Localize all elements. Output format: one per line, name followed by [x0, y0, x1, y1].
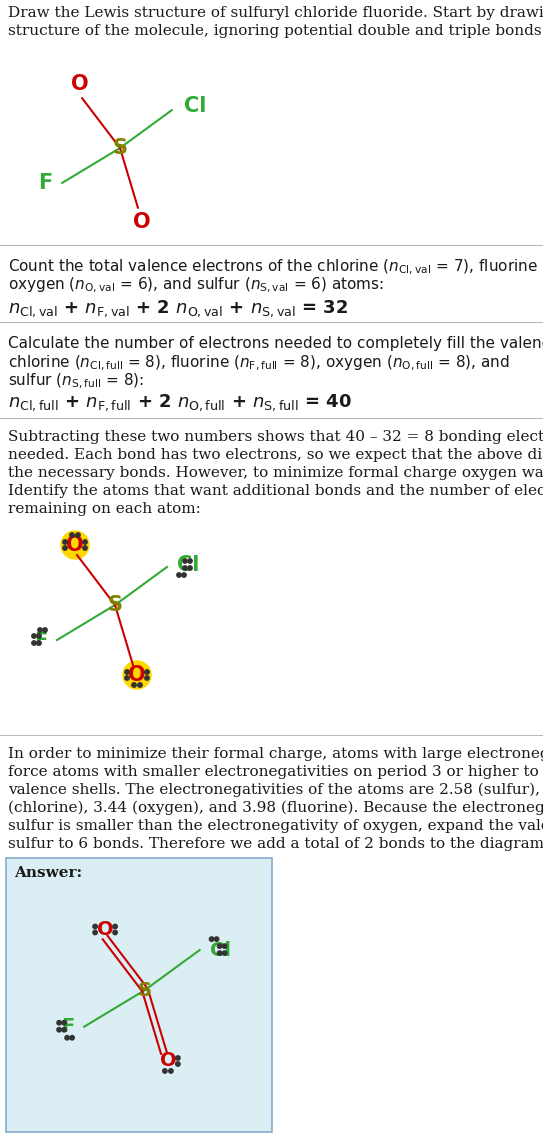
Circle shape: [65, 1035, 70, 1040]
Circle shape: [83, 546, 87, 551]
Text: Cl: Cl: [210, 940, 231, 960]
Text: oxygen ($n_{\rm O,val}$ = 6), and sulfur ($n_{\rm S,val}$ = 6) atoms:: oxygen ($n_{\rm O,val}$ = 6), and sulfur…: [8, 276, 384, 295]
Circle shape: [57, 1027, 61, 1032]
Circle shape: [61, 531, 89, 559]
Circle shape: [176, 1061, 180, 1066]
Circle shape: [70, 1035, 74, 1040]
Circle shape: [62, 1020, 66, 1025]
Text: Answer:: Answer:: [14, 866, 82, 880]
Circle shape: [125, 676, 129, 681]
Text: Calculate the number of electrons needed to completely fill the valence shells f: Calculate the number of electrons needed…: [8, 336, 543, 351]
Circle shape: [37, 634, 41, 638]
Circle shape: [214, 937, 219, 942]
Circle shape: [93, 930, 97, 935]
Text: F: F: [34, 630, 47, 650]
Circle shape: [163, 1069, 167, 1073]
Circle shape: [93, 925, 97, 929]
Text: $n_{\rm Cl,full}$ + $n_{\rm F,full}$ + 2 $n_{\rm O,full}$ + $n_{\rm S,full}$ = 4: $n_{\rm Cl,full}$ + $n_{\rm F,full}$ + 2…: [8, 392, 352, 413]
Text: valence shells. The electronegativities of the atoms are 2.58 (sulfur), 3.16: valence shells. The electronegativities …: [8, 783, 543, 797]
Circle shape: [188, 565, 192, 570]
Circle shape: [145, 676, 149, 681]
Circle shape: [70, 532, 74, 537]
Text: force atoms with smaller electronegativities on period 3 or higher to expand the: force atoms with smaller electronegativi…: [8, 765, 543, 779]
Text: remaining on each atom:: remaining on each atom:: [8, 502, 201, 516]
Circle shape: [223, 944, 227, 948]
Circle shape: [76, 532, 80, 537]
Circle shape: [83, 540, 87, 544]
Text: the necessary bonds. However, to minimize formal charge oxygen wants 2 bonds.: the necessary bonds. However, to minimiz…: [8, 466, 543, 480]
Circle shape: [113, 930, 117, 935]
Text: O: O: [71, 74, 89, 93]
Circle shape: [123, 661, 151, 689]
Text: (chlorine), 3.44 (oxygen), and 3.98 (fluorine). Because the electronegativity of: (chlorine), 3.44 (oxygen), and 3.98 (flu…: [8, 801, 543, 815]
Text: structure of the molecule, ignoring potential double and triple bonds:: structure of the molecule, ignoring pote…: [8, 24, 543, 38]
Text: O: O: [160, 1051, 176, 1070]
Circle shape: [217, 944, 222, 948]
Text: Identify the atoms that want additional bonds and the number of electrons: Identify the atoms that want additional …: [8, 484, 543, 498]
Text: S: S: [138, 980, 152, 1000]
Circle shape: [63, 540, 67, 544]
Circle shape: [63, 546, 67, 551]
Circle shape: [57, 1020, 61, 1025]
Text: sulfur ($n_{\rm S,full}$ = 8):: sulfur ($n_{\rm S,full}$ = 8):: [8, 372, 144, 391]
Text: sulfur is smaller than the electronegativity of oxygen, expand the valence shell: sulfur is smaller than the electronegati…: [8, 819, 543, 833]
Text: In order to minimize their formal charge, atoms with large electronegativities c: In order to minimize their formal charge…: [8, 747, 543, 762]
Circle shape: [125, 670, 129, 674]
Text: S: S: [112, 138, 128, 158]
Text: F: F: [38, 173, 52, 193]
Circle shape: [169, 1069, 173, 1073]
Text: S: S: [108, 595, 123, 614]
Circle shape: [177, 572, 181, 577]
Text: O: O: [133, 212, 151, 233]
Circle shape: [32, 634, 36, 638]
Circle shape: [62, 1027, 66, 1032]
Text: Cl: Cl: [177, 555, 199, 575]
Circle shape: [37, 641, 41, 645]
Circle shape: [188, 559, 192, 563]
Circle shape: [38, 628, 42, 633]
Text: Draw the Lewis structure of sulfuryl chloride fluoride. Start by drawing the ove: Draw the Lewis structure of sulfuryl chl…: [8, 6, 543, 21]
Text: Count the total valence electrons of the chlorine ($n_{\rm Cl,val}$ = 7), fluori: Count the total valence electrons of the…: [8, 258, 543, 277]
Circle shape: [217, 951, 222, 955]
Text: O: O: [97, 920, 113, 939]
Circle shape: [210, 937, 214, 942]
Circle shape: [183, 559, 187, 563]
Circle shape: [138, 683, 142, 687]
Circle shape: [182, 572, 186, 577]
Circle shape: [113, 925, 117, 929]
Circle shape: [32, 641, 36, 645]
Circle shape: [145, 670, 149, 674]
Text: Subtracting these two numbers shows that 40 – 32 = 8 bonding electrons are: Subtracting these two numbers shows that…: [8, 430, 543, 443]
Text: sulfur to 6 bonds. Therefore we add a total of 2 bonds to the diagram:: sulfur to 6 bonds. Therefore we add a to…: [8, 837, 543, 850]
Text: O: O: [66, 535, 84, 555]
Circle shape: [176, 1056, 180, 1060]
Circle shape: [132, 683, 136, 687]
FancyBboxPatch shape: [6, 858, 272, 1132]
Circle shape: [43, 628, 47, 633]
Text: O: O: [128, 665, 146, 685]
Text: Cl: Cl: [184, 96, 206, 116]
Text: chlorine ($n_{\rm Cl,full}$ = 8), fluorine ($n_{\rm F,full}$ = 8), oxygen ($n_{\: chlorine ($n_{\rm Cl,full}$ = 8), fluori…: [8, 355, 510, 373]
Text: F: F: [61, 1017, 74, 1036]
Text: $n_{\rm Cl,val}$ + $n_{\rm F,val}$ + 2 $n_{\rm O,val}$ + $n_{\rm S,val}$ = 32: $n_{\rm Cl,val}$ + $n_{\rm F,val}$ + 2 $…: [8, 298, 348, 318]
Circle shape: [183, 565, 187, 570]
Circle shape: [223, 951, 227, 955]
Text: needed. Each bond has two electrons, so we expect that the above diagram has all: needed. Each bond has two electrons, so …: [8, 448, 543, 462]
